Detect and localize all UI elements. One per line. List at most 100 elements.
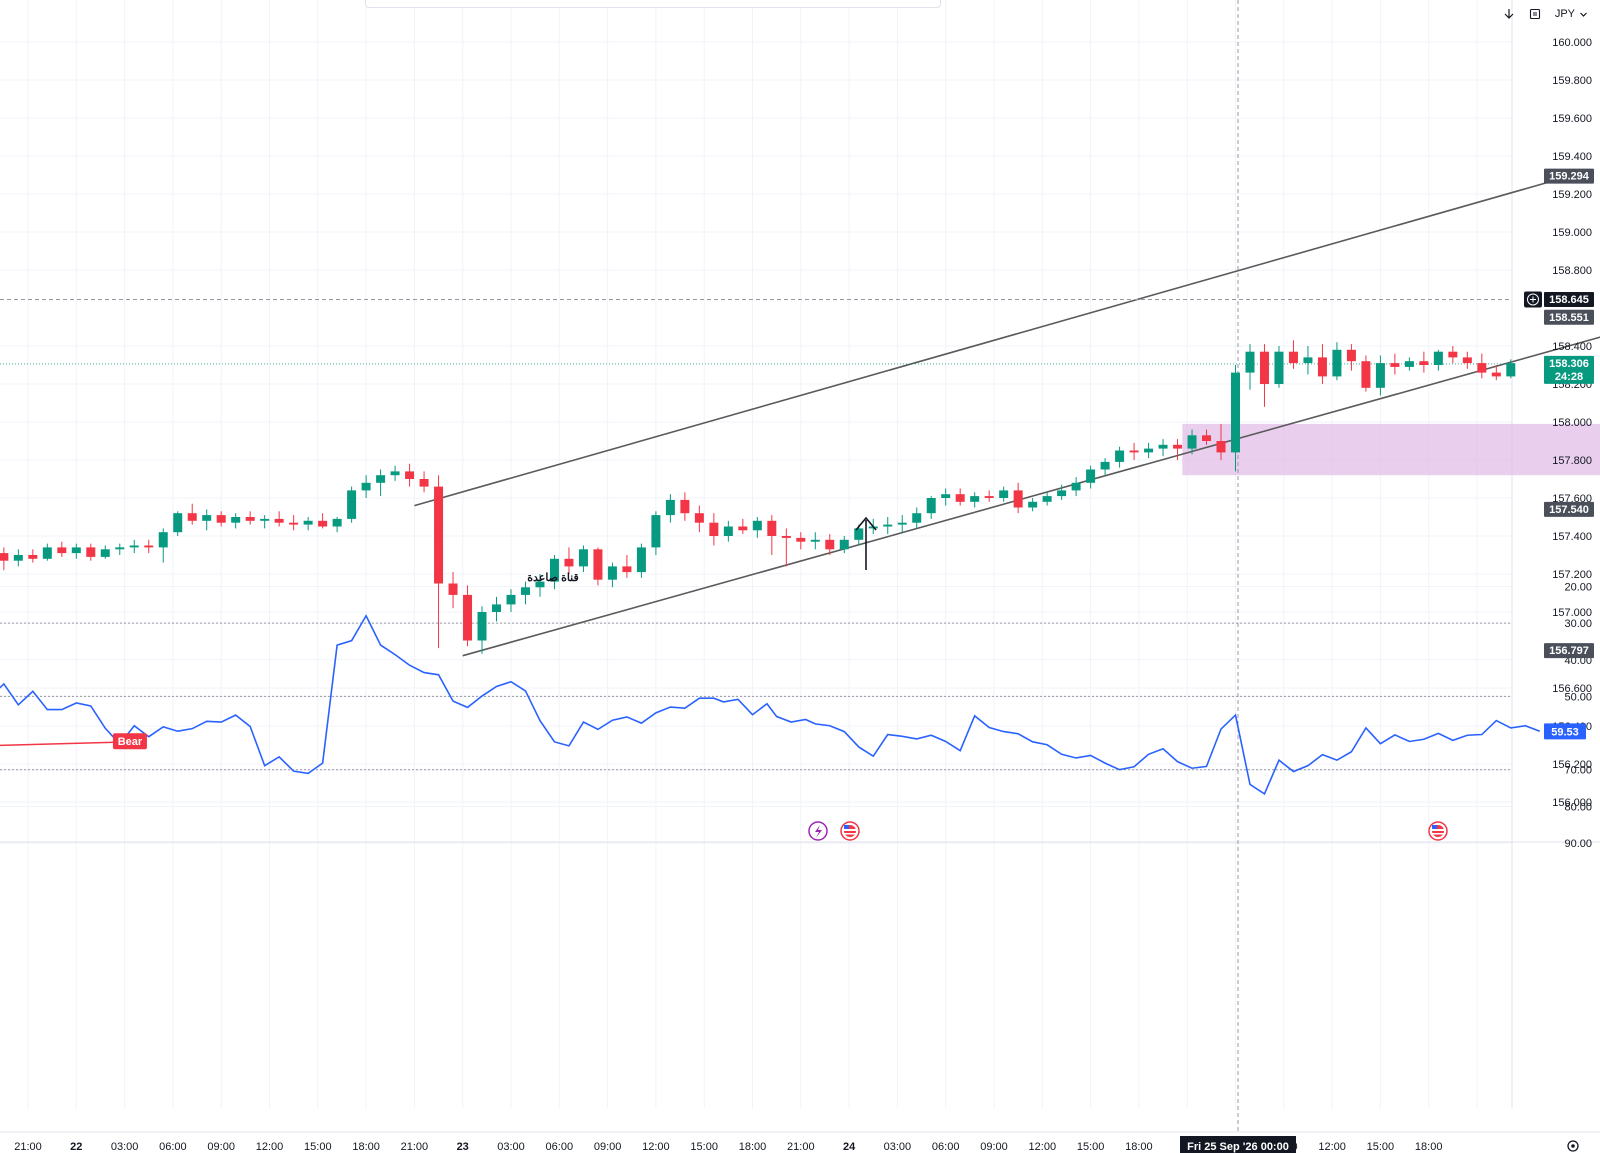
candle-body[interactable] <box>912 513 922 523</box>
candle-body[interactable] <box>0 553 9 561</box>
candle-body[interactable] <box>1216 441 1226 453</box>
candle-body[interactable] <box>651 515 661 548</box>
candle-body[interactable] <box>347 490 357 519</box>
candle-body[interactable] <box>1361 361 1371 388</box>
channel-upper-line[interactable] <box>414 174 1574 507</box>
candle-body[interactable] <box>1477 363 1487 373</box>
candle-body[interactable] <box>1274 351 1284 384</box>
candle-body[interactable] <box>752 520 762 531</box>
candle-body[interactable] <box>796 537 806 542</box>
candle-body[interactable] <box>1202 435 1212 441</box>
candle-body[interactable] <box>680 499 690 514</box>
candle-body[interactable] <box>738 526 748 531</box>
candle-body[interactable] <box>1129 450 1139 453</box>
candle-body[interactable] <box>57 547 67 554</box>
candle-body[interactable] <box>129 545 139 548</box>
candle-body[interactable] <box>448 583 458 595</box>
settings-gear-icon[interactable] <box>1567 1140 1579 1152</box>
candle-body[interactable] <box>1404 361 1414 367</box>
candle-body[interactable] <box>1071 482 1081 491</box>
candle-body[interactable] <box>839 539 849 550</box>
candle-body[interactable] <box>810 539 820 542</box>
top-toolbar-tab[interactable] <box>365 0 941 8</box>
candle-body[interactable] <box>1375 363 1385 388</box>
channel-lower-line[interactable] <box>462 318 1600 657</box>
candle-body[interactable] <box>13 555 23 561</box>
candle-body[interactable] <box>42 547 52 559</box>
add-alert-icon[interactable] <box>1524 291 1542 308</box>
candle-body[interactable] <box>231 517 241 523</box>
candle-body[interactable] <box>1158 444 1168 449</box>
candle-body[interactable] <box>173 513 183 533</box>
candle-body[interactable] <box>318 520 328 527</box>
candle-body[interactable] <box>216 515 226 523</box>
candle-body[interactable] <box>955 494 965 502</box>
candle-body[interactable] <box>492 604 502 612</box>
candle-body[interactable] <box>1419 361 1429 365</box>
candle-body[interactable] <box>781 536 791 538</box>
candle-body[interactable] <box>1346 349 1356 362</box>
candle-body[interactable] <box>28 555 38 559</box>
candle-body[interactable] <box>477 612 487 641</box>
candle-body[interactable] <box>1086 469 1096 483</box>
candle-body[interactable] <box>622 566 632 573</box>
candle-body[interactable] <box>1013 490 1023 508</box>
candle-body[interactable] <box>1245 351 1255 373</box>
candle-body[interactable] <box>941 494 951 498</box>
candle-body[interactable] <box>883 524 893 527</box>
candle-body[interactable] <box>506 594 516 605</box>
candle-body[interactable] <box>303 520 313 525</box>
candle-body[interactable] <box>332 518 342 527</box>
candle-body[interactable] <box>723 526 733 537</box>
demand-zone[interactable] <box>1182 423 1600 476</box>
candle-body[interactable] <box>578 549 588 567</box>
candle-body[interactable] <box>1462 357 1472 364</box>
candle-body[interactable] <box>549 558 559 582</box>
candle-body[interactable] <box>607 566 617 580</box>
candle-body[interactable] <box>245 517 255 521</box>
candle-body[interactable] <box>115 547 125 550</box>
candle-body[interactable] <box>1115 450 1125 462</box>
candle-body[interactable] <box>1057 490 1067 497</box>
candle-body[interactable] <box>520 587 530 595</box>
candle-body[interactable] <box>434 486 444 584</box>
candle-body[interactable] <box>1100 461 1110 470</box>
candle-body[interactable] <box>970 496 980 502</box>
candle-body[interactable] <box>897 522 907 525</box>
candle-body[interactable] <box>564 558 574 567</box>
us-flag-event-icon[interactable] <box>840 821 860 841</box>
download-button[interactable] <box>1499 4 1519 24</box>
candle-body[interactable] <box>984 496 994 498</box>
candle-body[interactable] <box>1042 496 1052 502</box>
candle-body[interactable] <box>100 549 110 557</box>
candle-body[interactable] <box>1491 372 1501 377</box>
candle-body[interactable] <box>158 532 168 548</box>
candle-body[interactable] <box>767 520 777 536</box>
candle-body[interactable] <box>825 539 835 550</box>
candle-body[interactable] <box>376 475 386 483</box>
candle-body[interactable] <box>86 547 96 557</box>
currency-selector[interactable]: JPY <box>1551 4 1592 24</box>
candle-body[interactable] <box>1332 349 1342 377</box>
us-flag-event-icon[interactable] <box>1428 821 1448 841</box>
candle-body[interactable] <box>202 515 212 521</box>
candle-body[interactable] <box>1173 444 1183 449</box>
candle-body[interactable] <box>1231 372 1240 453</box>
candle-body[interactable] <box>593 549 603 580</box>
candle-body[interactable] <box>535 581 545 588</box>
candle-body[interactable] <box>1303 357 1313 364</box>
candle-body[interactable] <box>1144 448 1154 453</box>
candle-body[interactable] <box>361 482 371 491</box>
candle-body[interactable] <box>665 499 675 516</box>
candle-body[interactable] <box>144 545 154 548</box>
candle-body[interactable] <box>71 547 81 554</box>
candle-body[interactable] <box>709 522 719 536</box>
candle-body[interactable] <box>1028 501 1038 508</box>
candle-body[interactable] <box>390 471 400 476</box>
candle-body[interactable] <box>419 479 429 487</box>
candle-body[interactable] <box>854 528 864 540</box>
candle-body[interactable] <box>1433 351 1443 365</box>
lightning-event-icon[interactable] <box>808 821 828 841</box>
candle-body[interactable] <box>1259 351 1269 384</box>
